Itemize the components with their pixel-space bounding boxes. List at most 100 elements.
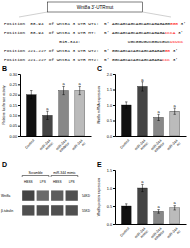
x-tick-label: miR-344inhibitor [55, 138, 71, 154]
connector [19, 12, 48, 17]
x-tick-label-line: Control [119, 227, 130, 238]
x-tick-label: Control [119, 139, 130, 150]
x-tick-label-line: Control [24, 139, 35, 150]
x-tick-label-line: nc [176, 229, 182, 235]
y-axis-line [18, 75, 21, 137]
y-tick-mark [18, 74, 20, 75]
y-tick: 1.5 [107, 169, 115, 173]
band-label: Wnt8a [1, 194, 10, 198]
band-size: 54KD [82, 194, 91, 198]
y-tick-mark [113, 105, 115, 106]
x-tick: miR-344mimic [134, 136, 149, 154]
error-bar [30, 91, 32, 99]
sequence-highlight: UCUCC [170, 39, 184, 44]
y-axis: 0.0 0.5 1.0 1.5 [107, 169, 116, 227]
x-tick-label-line: Control [119, 139, 130, 150]
x-tick: Control [119, 136, 130, 150]
x-axis-line [116, 224, 187, 225]
y-tick: 0.00 [10, 135, 20, 139]
band [22, 205, 34, 215]
plot: 0.0 0.5 1.0 1.5 Control miR-344mimicmiR-344in… [97, 169, 186, 242]
x-tick: miR-344inhibitor [55, 136, 71, 154]
error-bar [141, 82, 143, 91]
y-tick-label: 1.5 [107, 169, 112, 173]
y-tick: 0.0 [107, 135, 115, 139]
error-bar [141, 184, 143, 191]
y-tick: 0.20 [10, 93, 20, 97]
y-tick-mark [113, 206, 115, 207]
y-tick: 2.0 [107, 73, 115, 77]
sequence-end: 3' [170, 57, 178, 62]
error-bar [79, 86, 81, 94]
annotation: a [141, 179, 144, 184]
band [51, 190, 63, 200]
band-size: 55KD [82, 209, 91, 213]
x-tick: Control [24, 136, 35, 150]
x-tick: miR-344mimic [39, 136, 54, 154]
x-tick: miR-344nc [71, 136, 86, 154]
y-tick-label: 0.30 [10, 73, 17, 77]
y-tick-mark [113, 170, 115, 171]
annotation: a [79, 81, 82, 86]
x-axis-line [116, 136, 187, 137]
figure: Wnt8a 3'-UTRmutPosition 88-94 of Wnt8a 3… [0, 0, 190, 248]
group-label: miR-344 mimic [53, 171, 76, 175]
y-tick: 1.5 [107, 88, 115, 92]
x-axis: Control miR-344mimicmiR-344inhibitormiR-3… [21, 136, 92, 154]
plot: 0.000.050.100.150.200.250.30ControlmiR-3… [2, 73, 91, 154]
error-bar [125, 204, 127, 208]
y-tick-label: 0.5 [107, 119, 112, 123]
y-tick: 0.05 [10, 124, 20, 128]
x-tick-label-line: mimic [140, 229, 150, 239]
x-tick-label: miR-344nc [166, 139, 181, 154]
x-tick: miR-344nc [166, 224, 181, 242]
y-tick-mark [113, 224, 115, 225]
sequence: miR-344: UGCGGUGUCGGUCGUCUCUCC [4, 39, 184, 44]
annotation: a [157, 109, 160, 114]
error-bar [157, 210, 159, 214]
error-bar [46, 111, 48, 119]
error-bar [174, 108, 176, 114]
x-tick-label-line: mimic [45, 141, 55, 151]
title-box [48, 2, 143, 12]
x-tick-label: miR-344mimic [134, 227, 149, 242]
sequence-text: Position 221-227 of Wnt8a 3 UTR WT2: 5' … [4, 48, 165, 53]
annotation: a [46, 106, 49, 111]
y-tick: 1.0 [107, 187, 115, 191]
x-tick-label-line: nc [176, 141, 182, 147]
y-tick: 0.10 [10, 114, 20, 118]
y-tick-mark [113, 90, 115, 91]
error-bar [174, 206, 176, 210]
x-tick-label: miR-344inhibitor [150, 138, 166, 154]
y-axis-title: Wnt8a mRNA expression [97, 86, 101, 124]
band [37, 190, 49, 200]
y-tick-label: 0.0 [107, 223, 112, 227]
x-tick-label: miR-344inhibitor [150, 226, 166, 242]
bar [121, 105, 131, 136]
group-label: Scramble [28, 171, 42, 175]
sequence-end: 3' [170, 48, 178, 53]
y-tick-label: 2.0 [107, 73, 112, 77]
band [37, 205, 49, 215]
connector [143, 12, 172, 17]
bar [138, 188, 148, 224]
band-label: β-tubulin [1, 209, 14, 213]
y-axis-line [113, 171, 116, 225]
y-tick-label: 0.5 [107, 205, 112, 209]
annotation: a [141, 77, 144, 82]
x-tick-label: miR-344nc [166, 227, 181, 242]
y-tick-mark [18, 105, 20, 106]
y-tick-mark [18, 126, 20, 127]
x-tick-label-line: nc [81, 141, 87, 147]
bar [170, 208, 180, 224]
x-tick: miR-344mimic [134, 224, 149, 242]
y-axis-title: Relative luciferase activity [2, 85, 6, 124]
y-tick-label: 0.10 [10, 114, 17, 118]
subgroup-label: HBSS [53, 180, 62, 184]
bar [121, 206, 131, 224]
x-tick: miR-344inhibitor [150, 224, 166, 242]
sequence-end: 3' [178, 21, 186, 26]
panel-d: DScramblemiR-344 mimicHBSSLPSHBSSLPSWnt8… [1, 161, 91, 216]
sequence-text: Position 88-94 of Wnt8a 3 UTR WT1: 5' AG… [4, 21, 170, 26]
bar [75, 91, 85, 136]
